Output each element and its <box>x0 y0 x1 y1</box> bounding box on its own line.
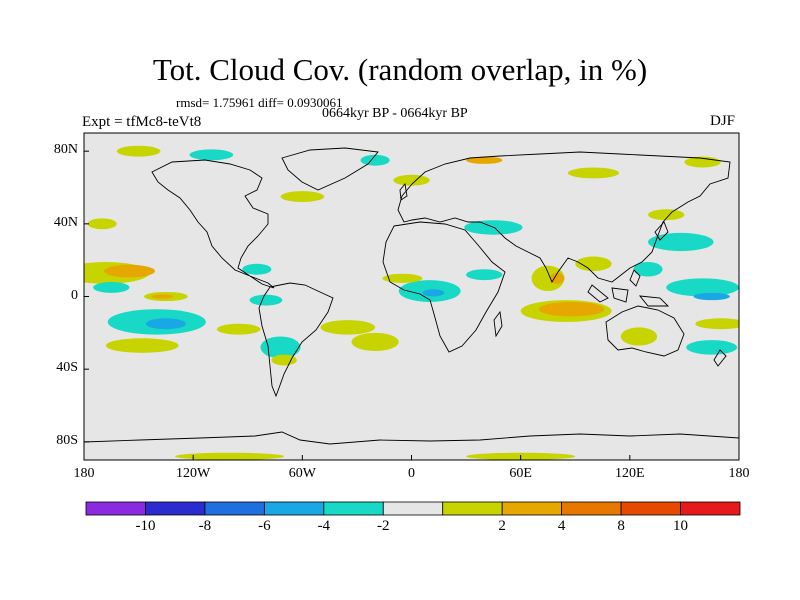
anomaly-region <box>466 269 503 281</box>
lat-tick-label: 40N <box>53 214 78 230</box>
coastline-greenland <box>281 147 379 191</box>
lat-tick-label: 80N <box>53 142 78 158</box>
colorbar-swatch <box>382 501 444 516</box>
anomaly-region <box>695 318 739 330</box>
coastline-new-zealand <box>713 349 727 367</box>
coastline-maritime-continent <box>587 269 670 307</box>
colorbar-swatch <box>680 501 741 516</box>
anomaly-region <box>93 281 130 293</box>
anomaly-region <box>271 354 297 366</box>
anomaly-region <box>189 149 234 161</box>
lon-tick-label: 120E <box>615 466 645 481</box>
anomaly-region <box>666 278 739 297</box>
colorbar-label: -8 <box>198 518 212 534</box>
colorbar-label: 2 <box>498 518 506 534</box>
colorbar-swatch <box>561 501 622 516</box>
anomaly-region <box>87 218 117 230</box>
colorbar-swatch <box>323 501 384 516</box>
coastline-antarctica <box>84 431 739 445</box>
coastline-uk <box>399 182 408 201</box>
anomaly-region <box>242 263 272 275</box>
colorbar-label: -6 <box>258 518 271 534</box>
colorbar-swatch <box>85 501 146 516</box>
lon-tick-label: 180 <box>73 466 95 481</box>
anomaly-region <box>686 340 738 355</box>
lat-tick-label: 80S <box>56 432 78 448</box>
lon-tick-label: 0 <box>408 466 415 481</box>
axis-ticks <box>83 150 740 460</box>
lat-tick-label: 0 <box>71 287 78 303</box>
colorbar-label: -10 <box>135 518 156 534</box>
lat-tick-label: 40S <box>56 360 78 376</box>
coastline-japan <box>654 221 669 241</box>
experiment-label: Expt = tfMc8-teVt8 <box>82 114 202 130</box>
coastline-eurasia <box>397 151 731 283</box>
anomaly-region <box>260 336 301 359</box>
colorbar-label: 4 <box>557 518 566 534</box>
anomaly-region <box>249 294 283 306</box>
colorbar-swatch <box>263 501 325 516</box>
anomaly-region <box>422 289 445 297</box>
anomaly-region <box>633 261 663 277</box>
stats-line: rmsd= 1.75961 diff= 0.0930061 <box>176 95 343 110</box>
anomaly-region <box>104 264 155 278</box>
anomaly-region <box>466 156 503 164</box>
colorbar-swatch <box>145 501 206 516</box>
anomaly-region <box>105 338 179 353</box>
colorbar-swatch <box>204 501 265 516</box>
colorbar-label: -4 <box>317 518 331 534</box>
anomaly-region <box>549 272 565 284</box>
coastlines <box>84 147 739 445</box>
anomaly-region <box>575 256 612 272</box>
anomaly-region <box>360 154 390 166</box>
coastline-africa <box>382 221 506 353</box>
lon-tick-label: 60W <box>288 466 316 481</box>
coastline-australia <box>605 305 685 357</box>
anomaly-region <box>693 292 730 301</box>
anomaly-region <box>393 174 430 186</box>
plot-title: Tot. Cloud Cov. (random overlap, in %) <box>152 52 648 87</box>
anomaly-region <box>320 320 376 335</box>
colorbar-label: -2 <box>377 518 390 534</box>
colorbar-swatch <box>620 501 681 516</box>
anomaly-region <box>648 209 685 221</box>
lon-tick-label: 60E <box>509 466 532 481</box>
anomaly-region <box>538 301 605 317</box>
lon-tick-label: 180 <box>728 466 750 481</box>
colorbar-label: 10 <box>673 518 689 534</box>
colorbar <box>85 501 741 516</box>
period-line: 0664kyr BP - 0664kyr BP <box>322 106 468 121</box>
coastline-south-america <box>258 282 334 398</box>
anomaly-region <box>145 318 186 330</box>
anomaly-region <box>648 232 714 252</box>
anomaly-region <box>280 191 325 203</box>
anomaly-region <box>567 167 619 179</box>
anomaly-shading <box>84 145 739 460</box>
anomaly-region <box>174 452 285 460</box>
anomaly-region <box>382 273 423 283</box>
season-label: DJF <box>710 113 736 129</box>
anomaly-region <box>116 145 161 157</box>
anomaly-region <box>620 327 658 346</box>
anomaly-region <box>151 294 174 299</box>
anomaly-region <box>531 265 565 292</box>
colorbar-label: 8 <box>617 518 625 534</box>
anomaly-region <box>216 323 261 335</box>
anomaly-region <box>351 332 399 351</box>
colorbar-swatch <box>442 501 503 516</box>
lon-tick-label: 120W <box>176 466 211 481</box>
colorbar-swatch <box>501 501 563 516</box>
coastline-north-america <box>151 159 275 289</box>
coastline-madagascar <box>493 310 503 338</box>
